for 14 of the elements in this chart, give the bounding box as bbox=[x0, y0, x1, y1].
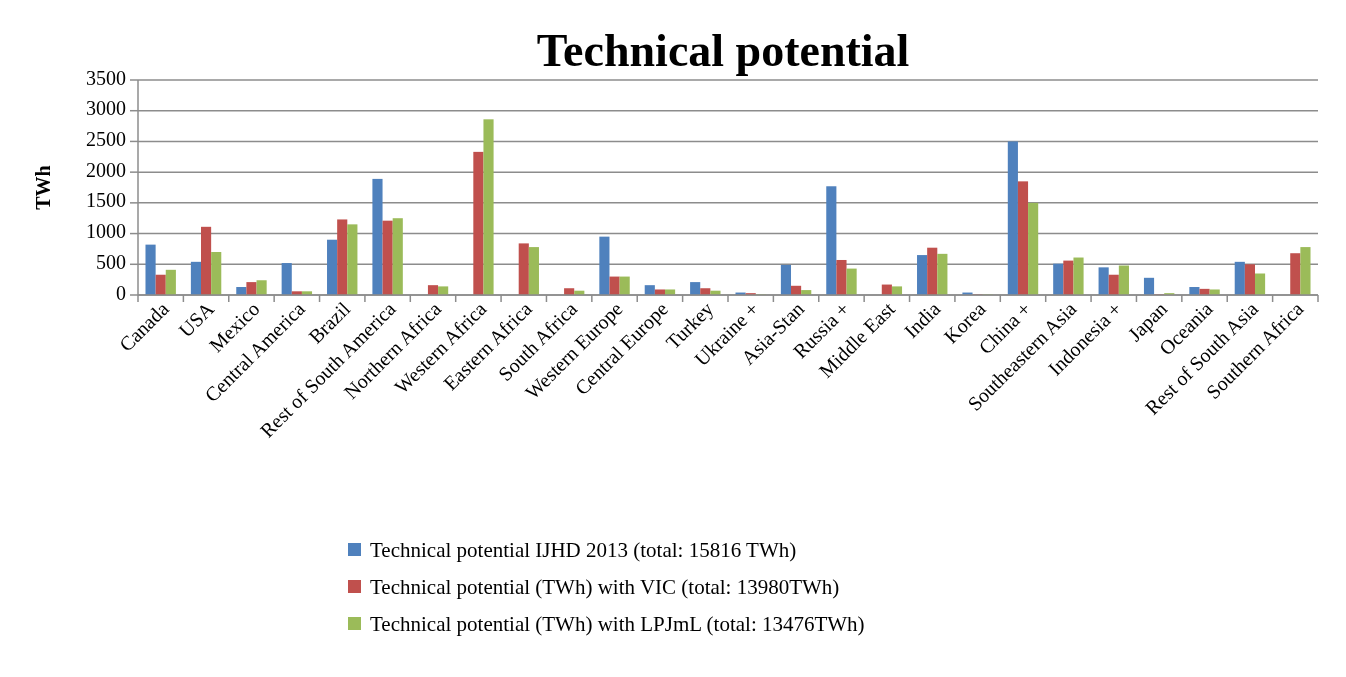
y-tick-label: 1000 bbox=[86, 220, 126, 243]
legend-label: Technical potential IJHD 2013 (total: 15816 TWh) bbox=[370, 537, 797, 562]
y-tick-label: 0 bbox=[116, 281, 126, 304]
y-tick-label: 1500 bbox=[86, 189, 126, 212]
x-tick-label: India bbox=[899, 297, 945, 343]
y-tick-label: 2000 bbox=[86, 158, 126, 181]
y-tick-label: 3000 bbox=[86, 97, 126, 120]
chart-title: Technical potential bbox=[536, 25, 910, 76]
legend-label: Technical potential (TWh) with VIC (total: 13980TWh) bbox=[370, 574, 840, 599]
y-tick-label: 3500 bbox=[86, 66, 126, 89]
y-axis-title: TWh bbox=[32, 165, 54, 210]
legend-label: Technical potential (TWh) with LPJmL (total: 13476TWh) bbox=[370, 611, 865, 636]
y-tick-label: 500 bbox=[96, 250, 126, 273]
y-tick-label: 2500 bbox=[86, 128, 126, 151]
